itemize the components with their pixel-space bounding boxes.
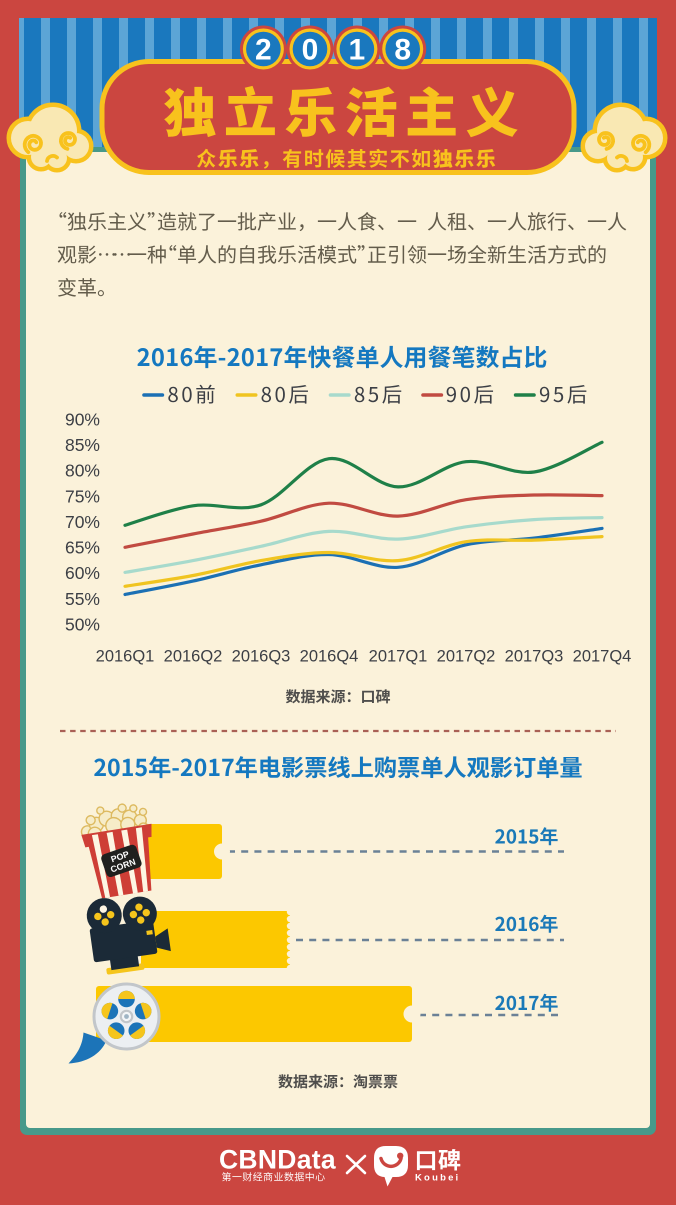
svg-text:Koubei: Koubei <box>415 1173 460 1184</box>
svg-text:CBNData: CBNData <box>219 1145 336 1175</box>
svg-text:55%: 55% <box>65 589 100 609</box>
svg-text:65%: 65% <box>65 538 100 558</box>
svg-text:2: 2 <box>255 34 272 67</box>
svg-text:75%: 75% <box>65 486 100 506</box>
svg-text:2017Q2: 2017Q2 <box>437 648 496 666</box>
svg-text:50%: 50% <box>65 614 100 634</box>
svg-text:2016Q3: 2016Q3 <box>232 648 291 666</box>
svg-text:2016Q1: 2016Q1 <box>96 648 155 666</box>
svg-text:85%: 85% <box>65 435 100 455</box>
svg-text:1: 1 <box>349 34 366 67</box>
svg-text:2017Q3: 2017Q3 <box>505 648 564 666</box>
svg-text:80%: 80% <box>65 461 100 481</box>
svg-text:2016Q4: 2016Q4 <box>300 648 359 666</box>
svg-text:90%: 90% <box>65 409 100 429</box>
svg-text:2017Q4: 2017Q4 <box>573 648 632 666</box>
svg-text:2017Q1: 2017Q1 <box>369 648 428 666</box>
svg-text:60%: 60% <box>65 563 100 583</box>
svg-text:8: 8 <box>394 34 411 67</box>
svg-text:0: 0 <box>302 34 319 67</box>
svg-text:2016Q2: 2016Q2 <box>164 648 223 666</box>
svg-text:70%: 70% <box>65 512 100 532</box>
